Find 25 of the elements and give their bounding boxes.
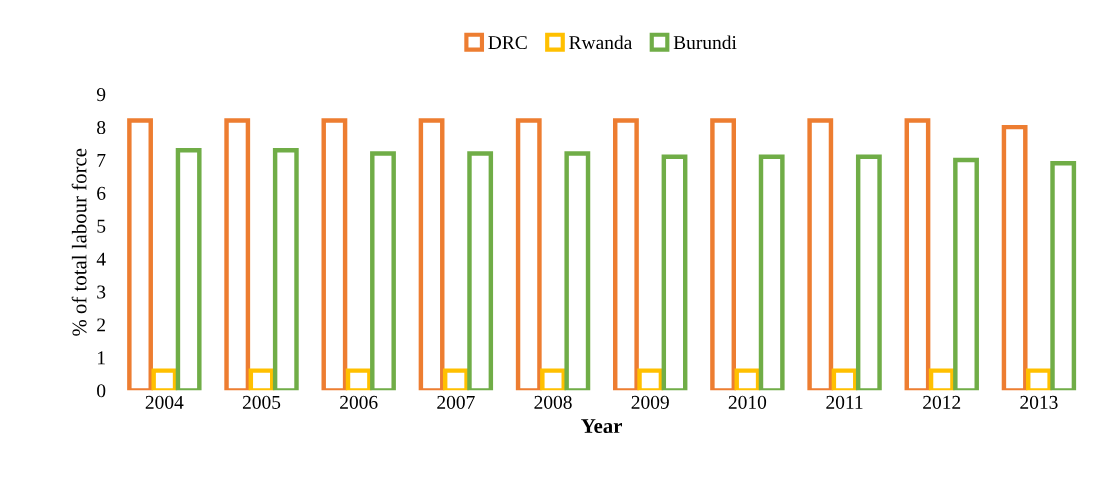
y-tick-label: 9 [96, 88, 106, 102]
y-tick-label: 1 [98, 351, 105, 365]
legend-label: DRC [488, 36, 527, 50]
y-tick-label: 0 [97, 384, 106, 398]
x-tick-label: 2007 [437, 395, 475, 409]
y-tick-label: 8 [97, 120, 106, 135]
x-tick-label: 2005 [242, 395, 281, 409]
x-tick-label: 2013 [1020, 395, 1058, 409]
x-tick-label: 2009 [631, 395, 669, 409]
y-tick-label: 4 [96, 252, 106, 266]
x-tick-label: 2011 [826, 395, 863, 409]
y-axis-title: % of total labour force [71, 148, 87, 336]
y-tick-label: 6 [97, 186, 106, 200]
y-tick-label: 5 [97, 219, 106, 233]
x-tick-label: 2008 [534, 395, 572, 409]
y-tick-label: 3 [97, 285, 106, 299]
x-tick-label: 2012 [923, 395, 961, 409]
y-tick-label: 2 [97, 318, 105, 332]
legend-label: Burundi [673, 35, 737, 50]
y-tick-label: 7 [97, 154, 106, 167]
x-axis-title: Year [581, 419, 622, 434]
x-tick-label: 2006 [340, 395, 378, 409]
x-tick-label: 2004 [145, 395, 184, 409]
legend-label: Rwanda [569, 35, 633, 50]
x-tick-label: 2010 [728, 395, 767, 409]
